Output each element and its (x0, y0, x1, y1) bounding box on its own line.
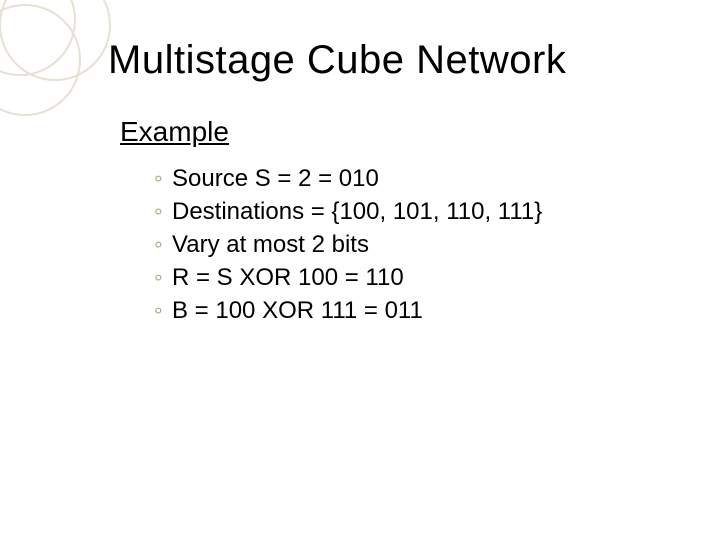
slide-subtitle: Example (120, 116, 229, 148)
slide-title: Multistage Cube Network (108, 38, 566, 83)
list-item: Vary at most 2 bits (154, 228, 542, 261)
list-item: B = 100 XOR 111 = 011 (154, 294, 542, 327)
list-item: Source S = 2 = 010 (154, 162, 542, 195)
list-item: R = S XOR 100 = 110 (154, 261, 542, 294)
list-item: Destinations = {100, 101, 110, 111} (154, 195, 542, 228)
bullet-list: Source S = 2 = 010 Destinations = {100, … (154, 162, 542, 328)
